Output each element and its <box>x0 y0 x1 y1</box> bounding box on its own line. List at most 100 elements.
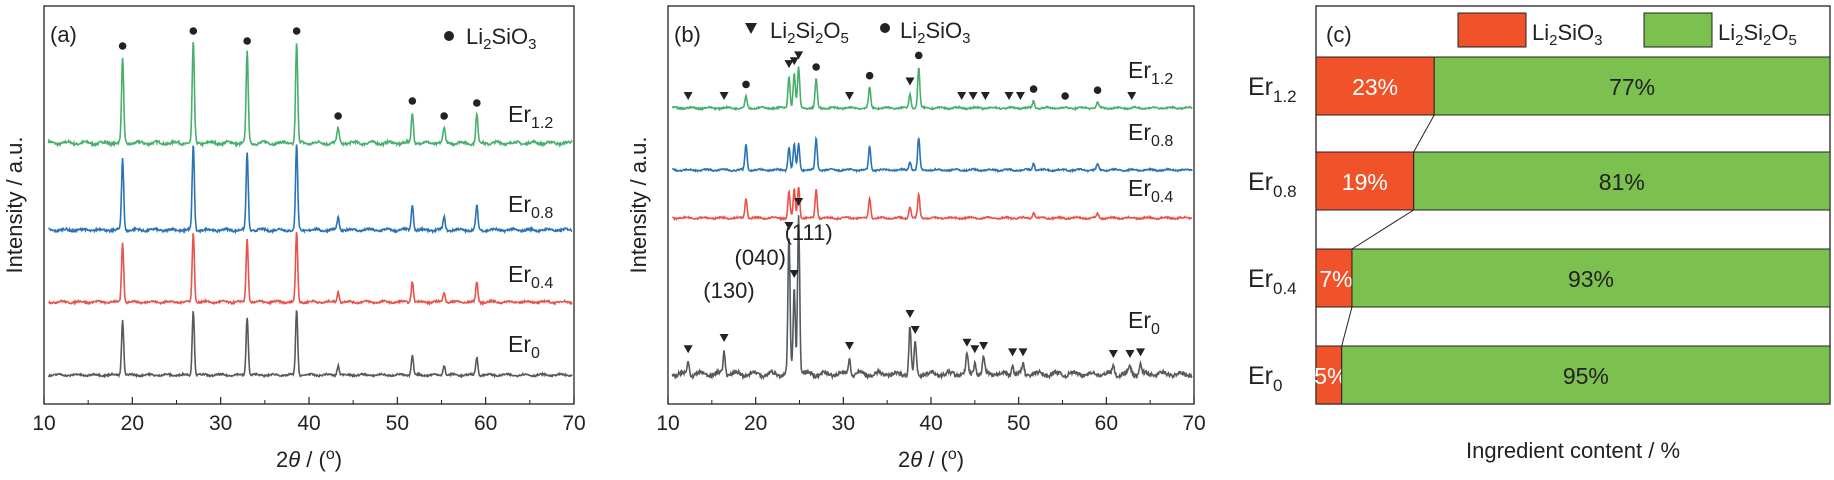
series-label: Er1.2 <box>1128 57 1173 88</box>
series-line <box>47 42 573 149</box>
bar-segment <box>1413 151 1831 211</box>
bar-value-label: 81% <box>1599 169 1645 195</box>
triangle-marker <box>1108 350 1118 358</box>
panel-b-legend-label-li2si2o5: Li2Si2O5 <box>770 18 849 47</box>
panel-a-series: Er1.2 Er0.8 Er0.4 Er0 <box>47 27 573 379</box>
triangle-marker <box>1004 92 1014 100</box>
circle-marker <box>1029 85 1038 93</box>
circle-marker <box>189 27 198 35</box>
series-label: Er0 <box>1128 307 1160 338</box>
legend-label-li2sio3: Li2SiO3 <box>1532 20 1603 49</box>
triangle-marker-icon <box>745 23 757 34</box>
x-tick-label: 70 <box>562 412 585 435</box>
panel-a: Er1.2 Er0.8 Er0.4 Er0 10 20 30 40 50 60 70 (a) Li… <box>2 5 586 472</box>
x-tick-label: 50 <box>386 412 409 435</box>
circle-marker-icon <box>880 23 890 33</box>
triangle-marker <box>844 342 854 350</box>
panel-b-tag: (b) <box>674 22 701 47</box>
panel-a-tag: (a) <box>50 22 77 47</box>
connector-line <box>1351 209 1414 250</box>
series-line <box>671 135 1193 174</box>
panel-a-legend: Li2SiO3 <box>444 24 537 53</box>
panel-c-bars: 23% 77%Er1.219% 81%Er0.87% 93%Er0.45% 95%Er0 <box>1248 56 1831 405</box>
series-line <box>48 144 573 235</box>
triangle-marker <box>1125 350 1135 358</box>
x-tick-label: 30 <box>832 412 855 435</box>
triangle-marker <box>970 345 980 354</box>
triangle-marker <box>1136 348 1146 357</box>
peak-annotation: (111) <box>785 220 833 245</box>
circle-marker <box>1093 86 1102 94</box>
bar-segment <box>1315 151 1415 211</box>
x-tick-label: 10 <box>32 412 55 435</box>
circle-marker <box>334 112 342 120</box>
circle-marker <box>1061 92 1069 100</box>
series-line <box>671 186 1193 222</box>
panel-b-x-label: 2θ / (o) <box>898 446 964 472</box>
triangle-marker <box>789 57 799 66</box>
series-label: Er0.8 <box>508 191 553 222</box>
x-tick-label: 20 <box>121 412 144 435</box>
triangle-marker <box>719 334 729 342</box>
series-label: Er1.2 <box>508 101 553 132</box>
category-label: Er0.8 <box>1248 168 1297 201</box>
peak-annotation: (040) <box>735 245 786 270</box>
triangle-marker <box>957 92 967 100</box>
series-label: Er0.4 <box>1128 175 1173 206</box>
panel-b-x-ticks: 10 20 30 40 50 60 70 <box>656 397 1206 435</box>
triangle-marker <box>844 92 854 100</box>
series-line <box>48 231 573 307</box>
legend-swatch-li2sio3 <box>1457 12 1527 48</box>
circle-marker <box>440 112 448 120</box>
connector-line <box>1413 114 1435 153</box>
triangle-marker <box>794 197 804 206</box>
triangle-marker <box>1015 92 1025 100</box>
bar-value-label: 19% <box>1342 169 1388 195</box>
triangle-marker <box>910 325 920 334</box>
category-label: Er1.2 <box>1248 73 1297 106</box>
x-tick-label: 40 <box>919 412 942 435</box>
triangle-marker <box>784 221 794 230</box>
bar-value-label: 95% <box>1563 363 1609 389</box>
peak-annotation: (130) <box>703 278 754 303</box>
circle-marker-icon <box>444 31 454 41</box>
circle-marker <box>473 99 481 107</box>
triangle-marker <box>784 60 794 69</box>
triangle-marker <box>1008 348 1018 357</box>
circle-marker <box>118 42 127 50</box>
panel-c-tag: (c) <box>1326 22 1352 47</box>
triangle-marker <box>683 92 693 100</box>
panel-a-x-label: 2θ / (o) <box>276 446 342 472</box>
series-line <box>47 310 573 379</box>
panel-b-y-label: Intensity / a.u. <box>626 137 651 274</box>
triangle-marker <box>719 92 729 100</box>
bar-segment <box>1341 345 1831 405</box>
panel-a-legend-label: Li2SiO3 <box>466 24 537 53</box>
panel-b-series: Er1.2 Er0.8 Er0.4 Er0 (130) (040)(111) <box>671 51 1193 381</box>
x-tick-label: 50 <box>1007 412 1030 435</box>
panel-a-y-label: Intensity / a.u. <box>2 137 27 274</box>
panel-b-legend-label-li2sio3: Li2SiO3 <box>900 18 971 47</box>
circle-marker <box>865 71 874 80</box>
series-line <box>671 215 1193 381</box>
triangle-marker <box>980 92 990 100</box>
bar-segment <box>1315 56 1435 116</box>
bar-segment <box>1315 248 1353 308</box>
circle-marker <box>243 37 251 45</box>
circle-marker <box>812 63 820 71</box>
triangle-marker <box>794 51 804 60</box>
triangle-marker <box>1127 92 1137 100</box>
triangle-marker <box>1018 348 1028 357</box>
series-label: Er0.8 <box>1128 119 1173 150</box>
bar-value-label: 77% <box>1609 74 1655 100</box>
triangle-marker <box>979 342 989 350</box>
x-tick-label: 60 <box>1095 412 1118 435</box>
bar-segment <box>1351 248 1831 308</box>
series-line <box>671 66 1193 112</box>
bar-value-label: 7% <box>1319 266 1352 292</box>
circle-marker <box>742 80 750 89</box>
x-tick-label: 20 <box>744 412 767 435</box>
circle-marker <box>914 51 923 60</box>
legend-swatch-li2si2o5 <box>1643 12 1713 48</box>
